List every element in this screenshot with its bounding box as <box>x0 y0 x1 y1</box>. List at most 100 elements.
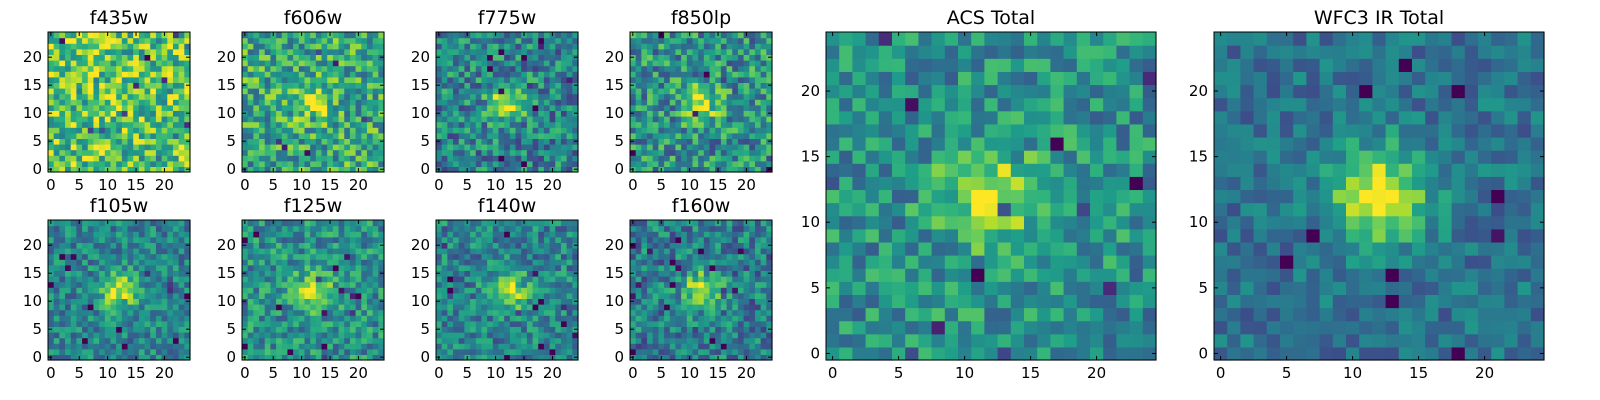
heatmap-cell <box>247 54 254 61</box>
heatmap-cell <box>138 220 146 227</box>
heatmap-cell <box>743 116 750 123</box>
heatmap-cell <box>538 253 545 260</box>
heatmap-cell <box>310 348 317 355</box>
heatmap-cell <box>93 54 100 61</box>
heatmap-cell <box>167 144 174 151</box>
heatmap-cell <box>338 132 345 139</box>
heatmap-cell <box>155 292 163 299</box>
heatmap-cell <box>743 337 750 344</box>
heatmap-cell <box>298 76 306 83</box>
heatmap-cell <box>184 32 191 39</box>
heatmap-cell <box>138 116 146 123</box>
heatmap-cell <box>709 320 716 327</box>
heatmap-cell <box>458 242 465 249</box>
heatmap-cell <box>458 93 465 100</box>
heatmap-cell <box>538 236 545 243</box>
heatmap-cell <box>630 76 637 83</box>
heatmap-cell <box>338 292 345 299</box>
heatmap-cell <box>475 166 483 173</box>
heatmap-cell <box>372 82 379 89</box>
heatmap-cell <box>59 43 66 50</box>
heatmap-cell <box>464 104 471 111</box>
heatmap-cell <box>304 343 311 350</box>
heatmap-cell <box>82 116 89 123</box>
heatmap-cell <box>532 37 539 44</box>
heatmap-cell <box>178 60 185 67</box>
heatmap-cell <box>692 343 699 350</box>
heatmap-cell <box>709 332 716 339</box>
heatmap-cell <box>121 354 129 361</box>
heatmap-cell <box>521 60 528 67</box>
heatmap-cell <box>475 220 483 227</box>
heatmap-cell <box>453 144 460 151</box>
heatmap-cell <box>184 236 191 243</box>
heatmap-cell <box>366 116 374 123</box>
heatmap-cell <box>59 160 66 167</box>
y-tick-label: 10 <box>217 292 236 310</box>
heatmap-cell <box>270 320 277 327</box>
heatmap-cell <box>110 99 117 106</box>
heatmap-cell <box>259 37 266 44</box>
heatmap-cell <box>760 43 767 50</box>
heatmap-cell <box>470 236 477 243</box>
heatmap-cell <box>555 264 562 271</box>
heatmap-cell <box>498 332 505 339</box>
heatmap-cell <box>133 264 140 271</box>
heatmap-cell <box>453 304 460 311</box>
heatmap-cell <box>470 220 477 227</box>
heatmap-cell <box>59 60 66 67</box>
heatmap-cell <box>698 110 705 117</box>
heatmap-cell <box>538 93 545 100</box>
heatmap-cell <box>515 76 522 83</box>
heatmap-cell <box>572 160 579 167</box>
heatmap-cell <box>464 110 471 117</box>
heatmap-cell <box>155 248 163 255</box>
x-tick-label: 0 <box>46 176 56 194</box>
heatmap-cell <box>641 110 648 117</box>
heatmap-cell <box>715 287 722 294</box>
panel-title: f775w <box>478 7 537 29</box>
heatmap-cell <box>754 121 762 128</box>
heatmap-cell <box>737 326 745 333</box>
heatmap-cell <box>453 71 460 78</box>
heatmap-cell <box>641 309 648 316</box>
heatmap-cell <box>698 138 705 145</box>
heatmap-cell <box>560 65 568 72</box>
heatmap-cell <box>270 149 277 156</box>
heatmap-cell <box>344 292 351 299</box>
heatmap-cell <box>315 287 323 294</box>
heatmap-cell <box>138 110 146 117</box>
heatmap-cell <box>110 110 117 117</box>
y-tick-label: 15 <box>605 76 624 94</box>
heatmap-cell <box>532 76 539 83</box>
heatmap-cell <box>247 60 254 67</box>
heatmap-cell <box>526 326 534 333</box>
heatmap-cell <box>526 292 534 299</box>
heatmap-cell <box>327 304 334 311</box>
heatmap-cell <box>48 276 55 283</box>
heatmap-cell <box>754 166 762 173</box>
heatmap-cell <box>264 281 271 288</box>
heatmap-cell <box>315 225 323 232</box>
heatmap-cell <box>253 270 260 277</box>
heatmap-cell <box>121 236 129 243</box>
heatmap-cell <box>276 264 283 271</box>
heatmap-cell <box>447 281 454 288</box>
heatmap-cell <box>264 149 271 156</box>
heatmap-cell <box>555 37 562 44</box>
heatmap-cell <box>70 48 77 55</box>
heatmap-cell <box>498 127 505 134</box>
heatmap-cell <box>560 93 568 100</box>
heatmap-cell <box>487 88 494 95</box>
heatmap-cell <box>669 82 677 89</box>
heatmap-cell <box>686 43 694 50</box>
heatmap-cell <box>658 320 665 327</box>
heatmap-cell <box>681 292 688 299</box>
heatmap-cell <box>259 270 266 277</box>
heatmap-cell <box>543 264 551 271</box>
heatmap-cell <box>167 320 174 327</box>
heatmap-cell <box>470 348 477 355</box>
heatmap-cell <box>754 88 762 95</box>
heatmap-cell <box>647 320 654 327</box>
heatmap-cell <box>150 104 157 111</box>
